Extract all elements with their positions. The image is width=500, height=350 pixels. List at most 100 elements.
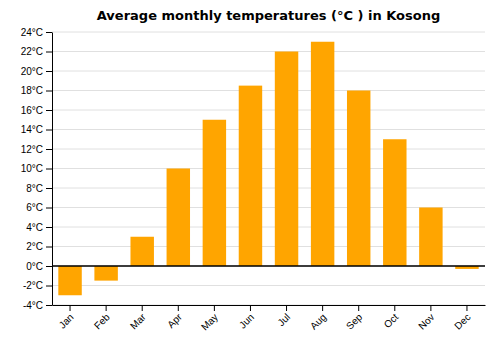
x-tick: Jun — [237, 305, 256, 331]
y-tick-label: -2°C — [23, 280, 43, 291]
x-tick-label: Jul — [275, 311, 292, 328]
y-tick: 4°C — [26, 222, 52, 233]
y-tick: 2°C — [26, 241, 52, 252]
x-tick: Jan — [57, 305, 76, 331]
x-tick-mark — [466, 305, 467, 311]
grid-line — [52, 149, 485, 150]
y-tick-mark — [46, 130, 52, 131]
chart: -4°C -2°C 0°C 2°C 4°C 6°C 8°C 10°C 12°C 14°C 16°C 1… — [0, 0, 500, 350]
bar — [58, 266, 81, 295]
y-tick: 12°C — [21, 144, 52, 155]
grid-line — [52, 129, 485, 130]
y-tick-label: 12°C — [21, 144, 43, 155]
plot: -4°C -2°C 0°C 2°C 4°C 6°C 8°C 10°C 12°C 14°C 16°C 1… — [21, 27, 486, 333]
y-axis-line — [52, 33, 53, 306]
x-tick: Feb — [92, 305, 112, 331]
y-tick-mark — [46, 208, 52, 209]
y-tick-mark — [46, 32, 52, 33]
grid-line — [52, 71, 485, 72]
y-tick-mark — [46, 110, 52, 111]
y-tick-label: 14°C — [21, 124, 43, 135]
x-tick-mark — [106, 305, 107, 311]
x-tick-label: Nov — [416, 311, 436, 331]
grid-line — [52, 51, 485, 52]
x-tick: May — [199, 305, 220, 333]
bar — [203, 120, 226, 266]
x-tick-mark — [214, 305, 215, 311]
x-tick: Apr — [165, 305, 184, 330]
bar — [275, 52, 298, 267]
grid-line — [52, 188, 485, 189]
y-tick: 8°C — [26, 183, 52, 194]
x-tick-mark — [178, 305, 179, 311]
grid-line — [52, 110, 485, 111]
x-tick-label: Jun — [237, 311, 256, 330]
y-tick-mark — [46, 91, 52, 92]
y-tick-label: 4°C — [26, 222, 43, 233]
x-tick-mark — [142, 305, 143, 311]
y-tick-label: 8°C — [26, 183, 43, 194]
x-tick: Mar — [128, 305, 148, 331]
y-tick: 14°C — [21, 124, 52, 135]
x-tick-label: Jan — [57, 311, 76, 330]
grid-line — [52, 305, 485, 306]
bar — [383, 139, 406, 266]
y-tick: 16°C — [21, 105, 52, 116]
y-tick: 6°C — [26, 202, 52, 213]
grid-line — [52, 90, 485, 91]
y-tick-label: -4°C — [23, 300, 43, 311]
zero-line — [52, 265, 485, 267]
bar — [167, 169, 190, 267]
x-tick-label: Mar — [128, 311, 148, 331]
y-tick-label: 10°C — [21, 163, 43, 174]
grid-line — [52, 285, 485, 286]
y-tick-label: 6°C — [26, 202, 43, 213]
y-tick-label: 18°C — [21, 85, 43, 96]
grid-line — [52, 168, 485, 169]
y-tick-mark — [46, 305, 52, 306]
y-tick-mark — [46, 52, 52, 53]
y-tick: 0°C — [26, 261, 52, 272]
bars — [52, 42, 485, 296]
x-tick-mark — [430, 305, 431, 311]
x-tick-mark — [322, 305, 323, 311]
y-tick-label: 2°C — [26, 241, 43, 252]
y-tick-mark — [46, 266, 52, 267]
x-tick: Oct — [382, 305, 401, 330]
bar — [311, 42, 334, 266]
bar — [239, 86, 262, 266]
y-tick-label: 16°C — [21, 105, 43, 116]
x-tick-label: Feb — [92, 311, 112, 331]
grid-line — [52, 266, 485, 267]
y-tick-mark — [46, 188, 52, 189]
x-tick-label: Sep — [344, 311, 365, 332]
x-tick-label: Apr — [165, 311, 184, 330]
bar — [347, 91, 370, 267]
x-tick-label: May — [199, 311, 220, 332]
y-axis: -4°C -2°C 0°C 2°C 4°C 6°C 8°C 10°C 12°C 14°C 16°C 1… — [21, 27, 53, 311]
x-tick-label: Dec — [452, 311, 472, 331]
title: Average monthly temperatures (°C ) in Ko… — [97, 8, 440, 23]
x-tick: Nov — [416, 305, 436, 332]
x-tick: Jul — [275, 305, 292, 328]
x-tick-label: Aug — [308, 311, 328, 331]
grid — [52, 32, 485, 305]
bar — [94, 266, 117, 281]
bar — [419, 208, 442, 267]
bar — [130, 237, 153, 266]
y-tick: 18°C — [21, 85, 52, 96]
x-tick: Dec — [452, 305, 472, 332]
x-tick: Aug — [308, 305, 328, 332]
y-tick: 20°C — [21, 66, 52, 77]
y-tick: -4°C — [23, 300, 52, 311]
x-tick-mark — [70, 305, 71, 311]
y-tick-label: 24°C — [21, 27, 43, 38]
y-tick: -2°C — [23, 280, 52, 291]
x-tick-mark — [358, 305, 359, 311]
x-tick-mark — [250, 305, 251, 311]
x-tick-mark — [286, 305, 287, 311]
x-tick-label: Oct — [382, 311, 401, 330]
y-tick-mark — [46, 169, 52, 170]
y-tick-label: 0°C — [26, 261, 43, 272]
y-tick: 22°C — [21, 46, 52, 57]
